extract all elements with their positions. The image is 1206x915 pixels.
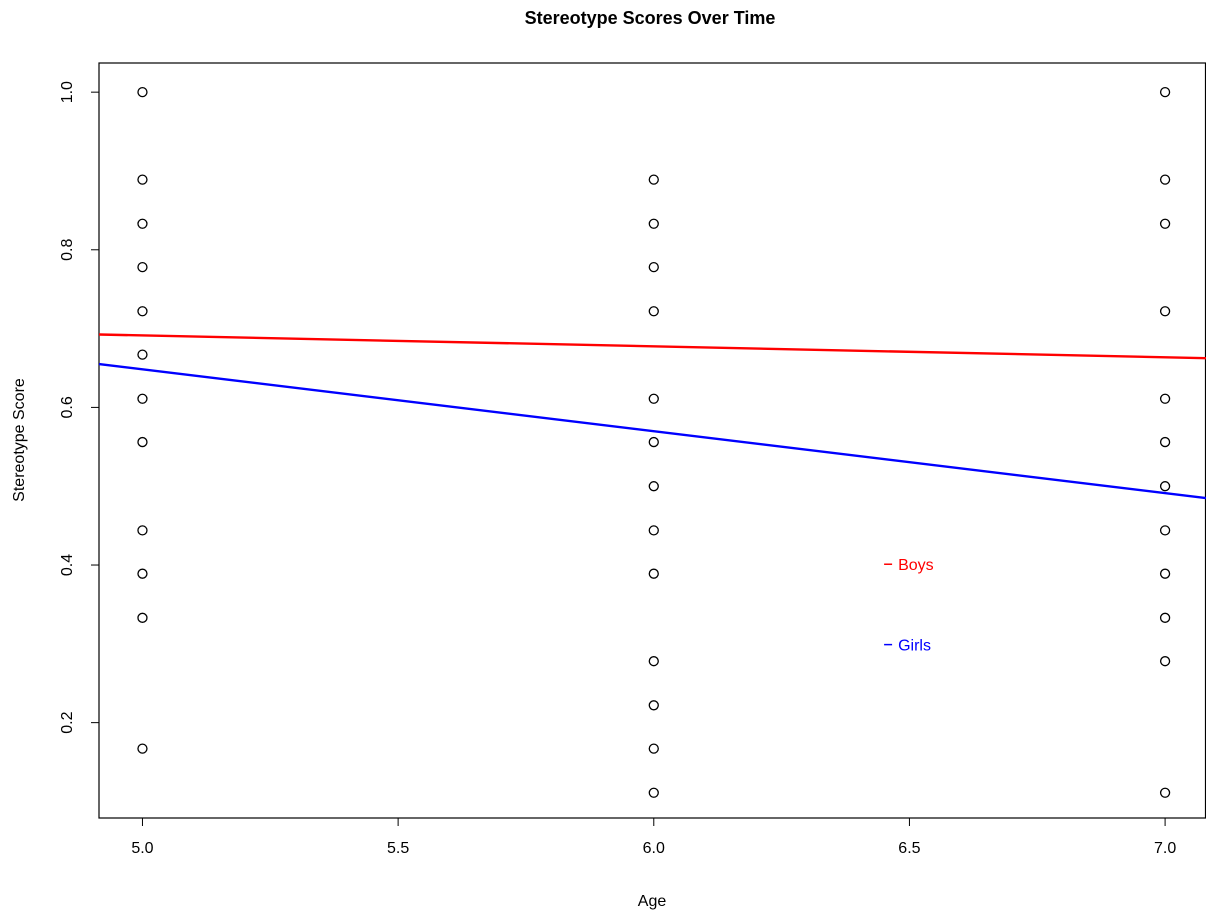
data-point <box>648 306 659 317</box>
data-point <box>137 525 148 536</box>
scatter-points <box>137 87 1171 798</box>
data-point <box>1159 612 1171 623</box>
y-axis: 0.2 0.4 0.6 0.8 1.0 <box>59 81 99 734</box>
x-axis-label: Age <box>638 893 667 910</box>
data-point <box>137 87 148 98</box>
data-point <box>1159 656 1171 667</box>
data-point <box>137 306 148 317</box>
legend-label-girls: Girls <box>898 638 931 655</box>
data-point <box>1159 218 1171 229</box>
data-point <box>648 481 659 492</box>
x-axis: 5.0 5.5 6.0 6.5 7.0 <box>131 818 1176 857</box>
data-point <box>648 174 659 185</box>
data-point <box>648 525 659 536</box>
fit-line-girls <box>98 362 1206 500</box>
y-tick-label: 0.2 <box>59 711 76 733</box>
data-point <box>1159 525 1171 536</box>
data-point <box>137 612 148 623</box>
data-point <box>648 436 659 448</box>
x-tick-label: 5.5 <box>387 840 409 857</box>
data-point <box>648 393 659 404</box>
data-point <box>137 436 148 448</box>
plot-frame <box>98 62 1206 819</box>
x-tick-label: 7.0 <box>1154 840 1176 857</box>
data-point <box>648 787 659 798</box>
x-tick-label: 5.0 <box>131 840 153 857</box>
data-point <box>648 568 659 579</box>
data-point <box>137 568 148 579</box>
data-point <box>648 700 659 711</box>
data-point <box>137 743 148 754</box>
data-point <box>648 218 659 229</box>
y-tick-label: 0.6 <box>59 396 76 418</box>
x-tick-label: 6.5 <box>898 840 920 857</box>
data-point <box>1159 436 1171 448</box>
x-tick-label: 6.0 <box>643 840 665 857</box>
y-tick-label: 0.4 <box>59 554 76 576</box>
data-point <box>1159 393 1171 404</box>
data-point <box>137 218 148 229</box>
data-point <box>137 349 148 360</box>
data-point <box>1159 481 1171 492</box>
chart-title: Stereotype Scores Over Time <box>525 8 776 28</box>
y-tick-label: 0.8 <box>59 239 76 261</box>
data-point <box>648 743 659 754</box>
fit-line-boys <box>98 333 1206 360</box>
fit-lines <box>98 333 1206 500</box>
y-axis-label: Stereotype Score <box>11 378 28 502</box>
data-point <box>137 261 148 273</box>
plot-border <box>98 62 1206 819</box>
legend-labels: Boys Girls <box>884 557 934 655</box>
data-point <box>1159 87 1171 98</box>
data-point <box>137 174 148 185</box>
data-point <box>1159 174 1171 185</box>
data-point <box>1159 568 1171 579</box>
y-tick-label: 1.0 <box>59 81 76 103</box>
data-point <box>1159 306 1171 317</box>
data-point <box>1159 787 1171 798</box>
data-point <box>648 656 659 667</box>
data-point <box>137 393 148 404</box>
data-point <box>648 261 659 273</box>
legend-label-boys: Boys <box>898 557 934 574</box>
